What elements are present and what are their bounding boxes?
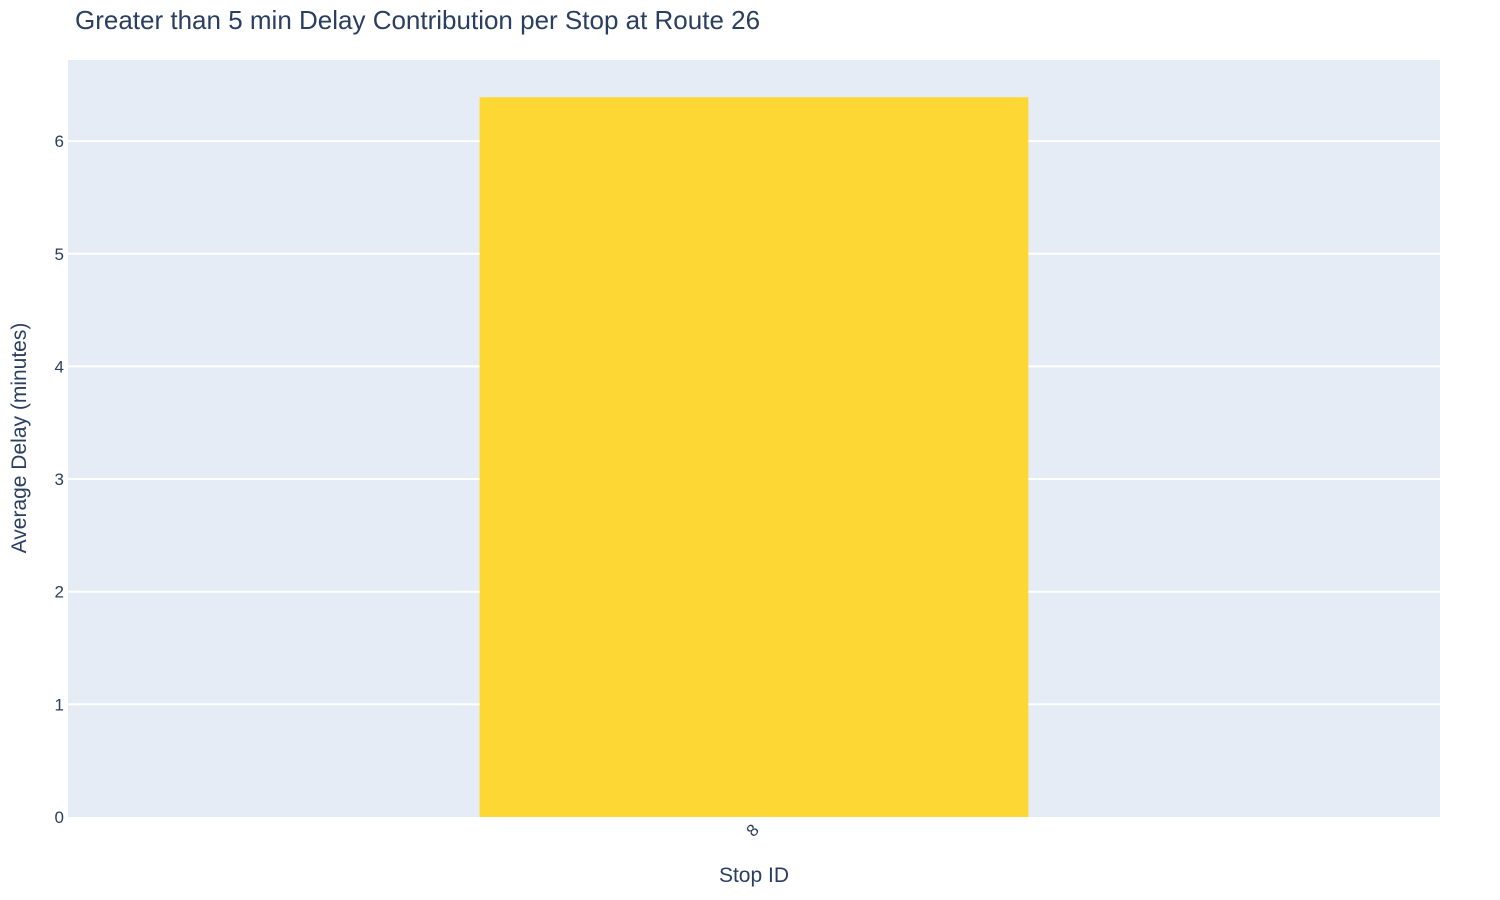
y-axis-label: Average Delay (minutes) bbox=[8, 323, 31, 554]
y-tick-label: 5 bbox=[55, 245, 64, 264]
bar[interactable] bbox=[479, 97, 1029, 817]
bars-group bbox=[479, 97, 1029, 817]
y-tick-label: 6 bbox=[55, 132, 64, 151]
y-axis-ticks: 0 1 2 3 4 5 6 bbox=[55, 132, 64, 827]
y-tick-label: 3 bbox=[55, 470, 64, 489]
y-tick-label: 4 bbox=[55, 357, 64, 376]
chart-title: Greater than 5 min Delay Contribution pe… bbox=[75, 5, 760, 35]
x-tick-label: 8 bbox=[743, 820, 763, 840]
x-axis-label: Stop ID bbox=[719, 864, 789, 887]
y-tick-label: 0 bbox=[55, 808, 64, 827]
y-tick-label: 1 bbox=[55, 695, 64, 714]
x-axis-ticks: 8 bbox=[743, 820, 763, 840]
y-tick-label: 2 bbox=[55, 583, 64, 602]
